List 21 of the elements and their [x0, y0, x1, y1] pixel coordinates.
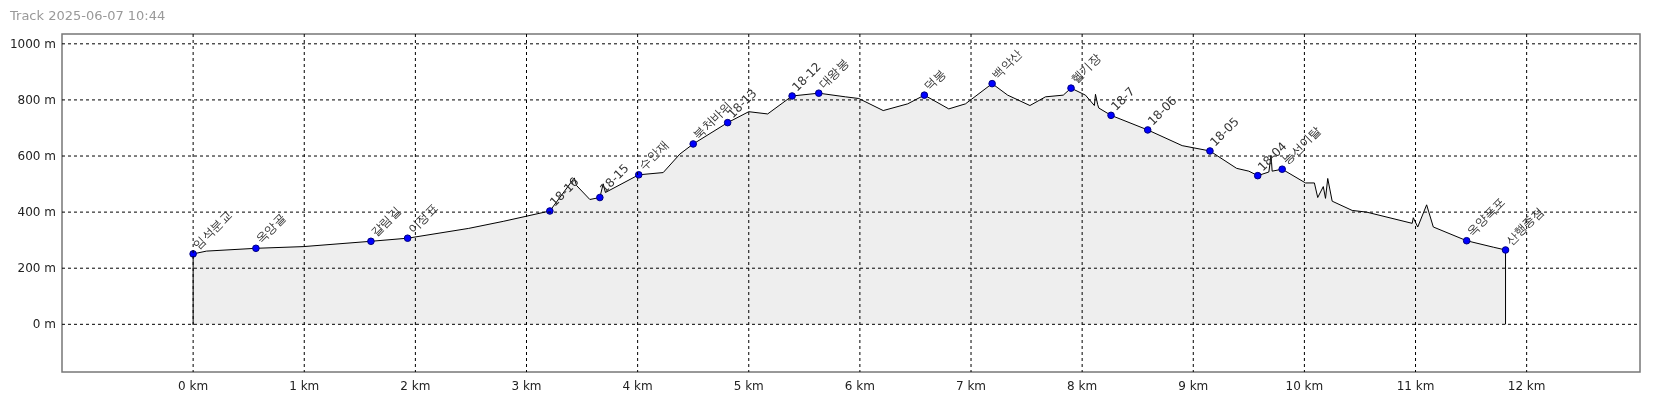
- y-tick-label: 200 m: [17, 261, 56, 276]
- x-tick-label: 5 km: [733, 379, 764, 393]
- x-tick-label: 4 km: [622, 379, 653, 393]
- x-tick-label: 9 km: [1178, 379, 1209, 393]
- x-tick-label: 1 km: [289, 379, 320, 393]
- title: Track 2025-06-07 10:44: [10, 8, 166, 23]
- x-tick-label: 12 km: [1507, 379, 1546, 393]
- y-tick-label: 800 m: [17, 92, 56, 107]
- x-tick-label: 6 km: [844, 379, 875, 393]
- x-tick-label: 2 km: [400, 379, 431, 393]
- x-tick-label: 7 km: [955, 379, 987, 393]
- y-tick-label: 400 m: [17, 205, 56, 220]
- y-tick-label: 600 m: [17, 149, 56, 164]
- x-tick-label: 3 km: [511, 379, 542, 393]
- x-tick-label: 8 km: [1067, 379, 1098, 393]
- y-tick-label: 0 m: [32, 317, 56, 332]
- x-tick-label: 11 km: [1396, 379, 1435, 393]
- x-tick-label: 0 km: [178, 379, 209, 393]
- x-tick-label: 10 km: [1285, 379, 1324, 393]
- annotation: 덕봉: [921, 66, 949, 94]
- y-tick-label: 1000 m: [9, 36, 56, 51]
